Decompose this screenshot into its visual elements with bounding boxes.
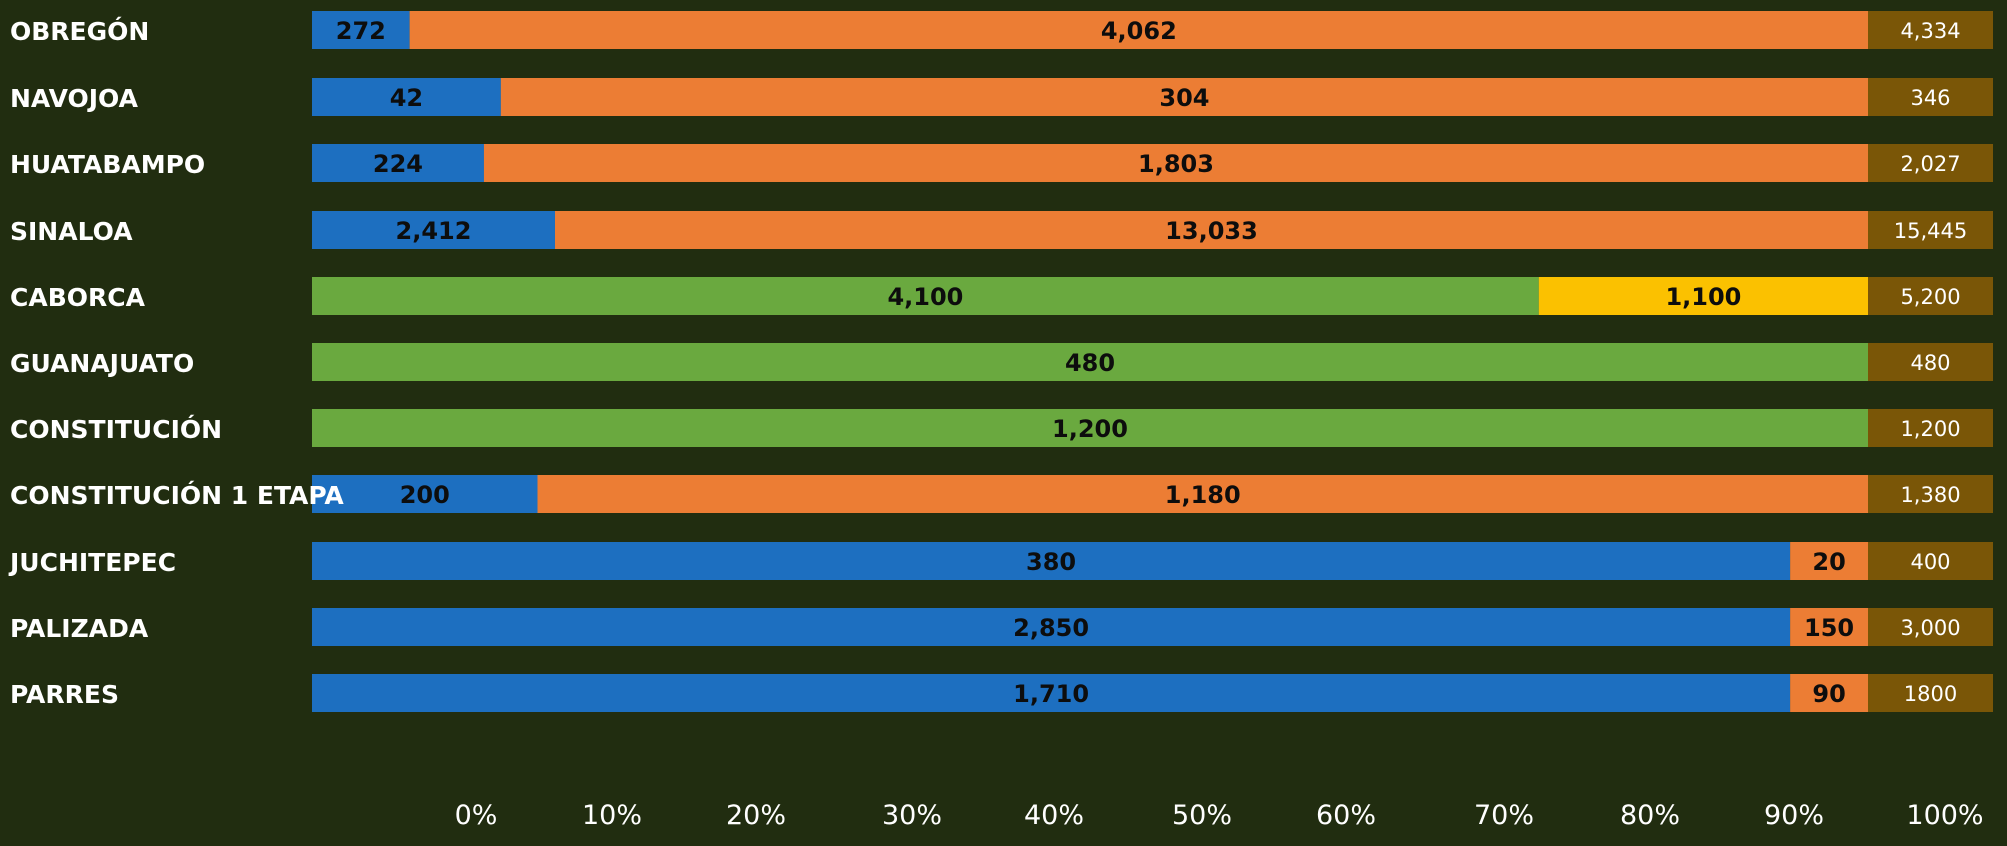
- bar-segment: [312, 11, 410, 49]
- bar-segment: [554, 211, 1869, 249]
- bar-row-juchitepec: 380 20 400: [312, 542, 1993, 580]
- category-label-navojoa: NAVOJOA: [10, 84, 139, 113]
- category-label-sinaloa: SINALOA: [10, 217, 133, 246]
- category-label-huatabampo: HUATABAMPO: [10, 150, 205, 179]
- segment-value-label: 1,200: [1052, 415, 1128, 443]
- bar-segment: [1790, 674, 1868, 712]
- x-tick-label: 0%: [455, 800, 498, 831]
- bar-segment: [409, 11, 1868, 49]
- segment-value-label: 1,710: [1013, 680, 1089, 708]
- segment-value-label: 304: [1159, 84, 1209, 112]
- segment-value-label: 1,803: [1138, 150, 1214, 178]
- bar-segment: [312, 674, 1791, 712]
- x-tick-label: 20%: [726, 800, 786, 831]
- segment-value-label: 200: [400, 481, 450, 509]
- x-tick-label: 60%: [1316, 800, 1376, 831]
- segment-value-label: 13,033: [1165, 217, 1258, 245]
- x-tick-label: 10%: [582, 800, 642, 831]
- bar-segment: [312, 144, 484, 182]
- segment-value-label: 224: [373, 150, 423, 178]
- category-label-constitucion: CONSTITUCIÓN: [10, 414, 222, 444]
- bar-segment: [1790, 542, 1868, 580]
- x-tick-label: 50%: [1172, 800, 1232, 831]
- total-value-label: 15,445: [1894, 219, 1967, 243]
- category-label-guanajuato: GUANAJUATO: [10, 349, 194, 378]
- bar-row-sinaloa: 2,412 13,033 15,445: [312, 211, 1993, 249]
- x-tick-label: 40%: [1024, 800, 1084, 831]
- total-value-label: 480: [1910, 351, 1950, 375]
- category-label-parres: PARRES: [10, 680, 119, 709]
- x-tick-label: 70%: [1474, 800, 1534, 831]
- category-label-obregon: OBREGÓN: [10, 16, 149, 46]
- category-label-caborca: CABORCA: [10, 283, 146, 312]
- segment-value-label: 1,180: [1165, 481, 1241, 509]
- bar-segment: [1790, 608, 1868, 646]
- segment-value-label: 4,062: [1101, 17, 1177, 45]
- bar-segment: [312, 277, 1539, 315]
- total-value-label: 2,027: [1900, 152, 1960, 176]
- bar-row-guanajuato: 480 480: [312, 343, 1993, 381]
- segment-value-label: 90: [1812, 680, 1845, 708]
- bar-row-constitucion: 1,200 1,200: [312, 409, 1993, 447]
- bar-row-navojoa: 42 304 346: [312, 78, 1993, 116]
- segment-value-label: 272: [336, 17, 386, 45]
- x-tick-label: 30%: [882, 800, 942, 831]
- bar-segment: [312, 78, 501, 116]
- segment-value-label: 480: [1065, 349, 1115, 377]
- bar-segment: [312, 475, 538, 513]
- bar-segment: [312, 343, 1868, 381]
- bar-segment: [500, 78, 1868, 116]
- total-value-label: 3,000: [1900, 616, 1960, 640]
- total-value-label: 5,200: [1900, 285, 1960, 309]
- total-value-label: 1,200: [1900, 417, 1960, 441]
- bar-row-constitucion-1-etapa: 200 1,180 1,380: [312, 475, 1993, 513]
- total-value-label: 346: [1910, 86, 1950, 110]
- x-axis-ticks: 0% 10% 20% 30% 40% 50% 60% 70% 80% 90% 100%: [455, 800, 1984, 831]
- x-tick-label: 90%: [1764, 800, 1824, 831]
- bar-segment: [483, 144, 1868, 182]
- category-label-constitucion-1-etapa: CONSTITUCIÓN 1 ETAPA: [10, 480, 344, 510]
- total-value-label: 4,334: [1900, 19, 1960, 43]
- bar-segment: [312, 211, 555, 249]
- bar-row-palizada: 2,850 150 3,000: [312, 608, 1993, 646]
- segment-value-label: 1,100: [1665, 283, 1741, 311]
- bar-segment: [537, 475, 1868, 513]
- total-value-label: 1800: [1904, 682, 1957, 706]
- segment-value-label: 2,850: [1013, 614, 1089, 642]
- bar-row-huatabampo: 224 1,803 2,027: [312, 144, 1993, 182]
- category-label-palizada: PALIZADA: [10, 614, 149, 643]
- bar-row-obregon: 272 4,062 4,334: [312, 11, 1993, 49]
- x-tick-label: 80%: [1620, 800, 1680, 831]
- segment-value-label: 380: [1026, 548, 1076, 576]
- bar-row-parres: 1,710 90 1800: [312, 674, 1993, 712]
- segment-value-label: 2,412: [396, 217, 472, 245]
- segment-value-label: 4,100: [887, 283, 963, 311]
- category-labels: OBREGÓN NAVOJOA HUATABAMPO SINALOA CABORCA GU…: [8, 16, 344, 709]
- bar-segment: [312, 542, 1791, 580]
- bars-layer: 272 4,062 4,334 42 304 346 224 1,803 2,027 2,412 1…: [312, 11, 1993, 712]
- bar-row-caborca: 4,100 1,100 5,200: [312, 277, 1993, 315]
- bar-segment: [1538, 277, 1868, 315]
- segment-value-label: 20: [1812, 548, 1845, 576]
- category-label-juchitepec: JUCHITEPEC: [8, 548, 176, 577]
- bar-segment: [312, 608, 1791, 646]
- x-tick-label: 100%: [1906, 800, 1983, 831]
- total-value-label: 400: [1910, 550, 1950, 574]
- total-value-label: 1,380: [1900, 483, 1960, 507]
- segment-value-label: 42: [390, 84, 423, 112]
- segment-value-label: 150: [1804, 614, 1854, 642]
- bar-segment: [312, 409, 1868, 447]
